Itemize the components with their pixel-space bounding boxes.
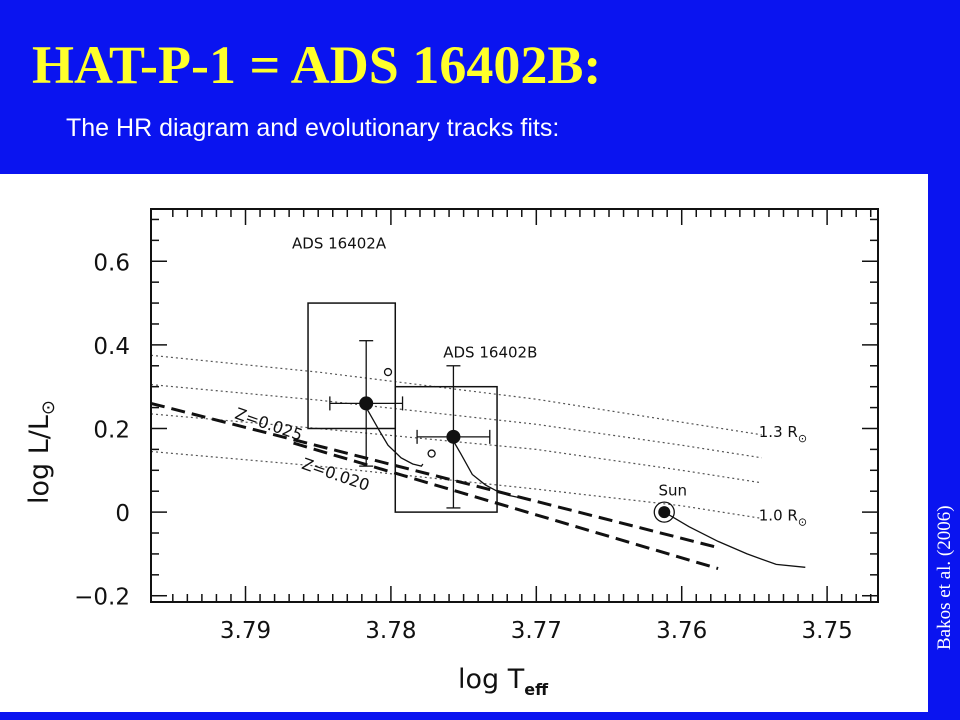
y-tick-label: 0	[115, 501, 130, 527]
radius-line	[151, 413, 762, 484]
radius-lines	[151, 354, 762, 519]
x-tick-label: 3.76	[656, 618, 707, 644]
x-tick-label: 3.79	[220, 618, 271, 644]
y-tick-label: 0.4	[93, 334, 130, 360]
evolutionary-tracks	[365, 407, 806, 568]
hr-diagram-figure: 3.79 3.78 3.77 3.76 3.75 0.6 0.4 0.2 0 −0.2 ADS 1…	[0, 174, 928, 712]
x-tick-label: 3.77	[511, 618, 562, 644]
y-axis-label: log L/L⊙	[24, 400, 59, 504]
evolutionary-track	[365, 407, 424, 467]
radius-unit: ⊙	[798, 515, 807, 528]
slide-subtitle: The HR diagram and evolutionary tracks f…	[66, 114, 560, 142]
axis-ticks: 3.79 3.78 3.77 3.76 3.75 0.6 0.4 0.2 0 −0.2	[74, 209, 878, 644]
error-box	[394, 385, 498, 513]
data-points	[329, 340, 675, 523]
metallicity-line	[151, 401, 719, 550]
radius-label: 1.3 R⊙	[759, 423, 807, 445]
y-tick-label: 0.2	[93, 417, 130, 443]
star-label-a: ADS 16402A	[292, 235, 387, 253]
y-tick-label: 0.6	[93, 250, 130, 276]
radius-label: 1.0 R⊙	[759, 506, 807, 528]
plot-frame	[150, 208, 879, 603]
credit-text: Bakos et al. (2006)	[934, 505, 955, 650]
error-box	[307, 302, 397, 430]
y-tick-label: −0.2	[74, 585, 130, 611]
y-axis-label-sub: ⊙	[38, 400, 59, 415]
x-axis-label-sub: eff	[524, 680, 549, 699]
x-tick-label: 3.75	[802, 618, 853, 644]
metallicity-label: Z=0.020	[299, 454, 372, 495]
radius-line	[151, 384, 762, 459]
error-boxes	[307, 302, 498, 513]
star-point	[359, 396, 374, 411]
evolutionary-track	[452, 440, 520, 499]
star-label-b: ADS 16402B	[443, 343, 537, 361]
open-point	[427, 449, 436, 458]
metallicity-line	[293, 441, 719, 571]
metallicity-label: Z=0.025	[233, 404, 306, 445]
sun-marker	[658, 506, 671, 519]
slide-title: HAT-P-1 = ADS 16402B:	[32, 35, 602, 95]
metallicity-lines	[151, 401, 719, 571]
x-axis-label: log Teff	[458, 664, 549, 699]
x-tick-label: 3.78	[365, 618, 416, 644]
radius-unit: ⊙	[798, 432, 807, 445]
evolutionary-track	[663, 511, 806, 568]
star-point	[446, 429, 461, 444]
open-point	[383, 367, 393, 377]
radius-line	[151, 450, 762, 519]
sun-marker-ring	[653, 501, 675, 523]
sun-label: Sun	[658, 481, 687, 499]
hr-diagram-chart: 3.79 3.78 3.77 3.76 3.75 0.6 0.4 0.2 0 −0.2 ADS 1…	[24, 208, 879, 699]
